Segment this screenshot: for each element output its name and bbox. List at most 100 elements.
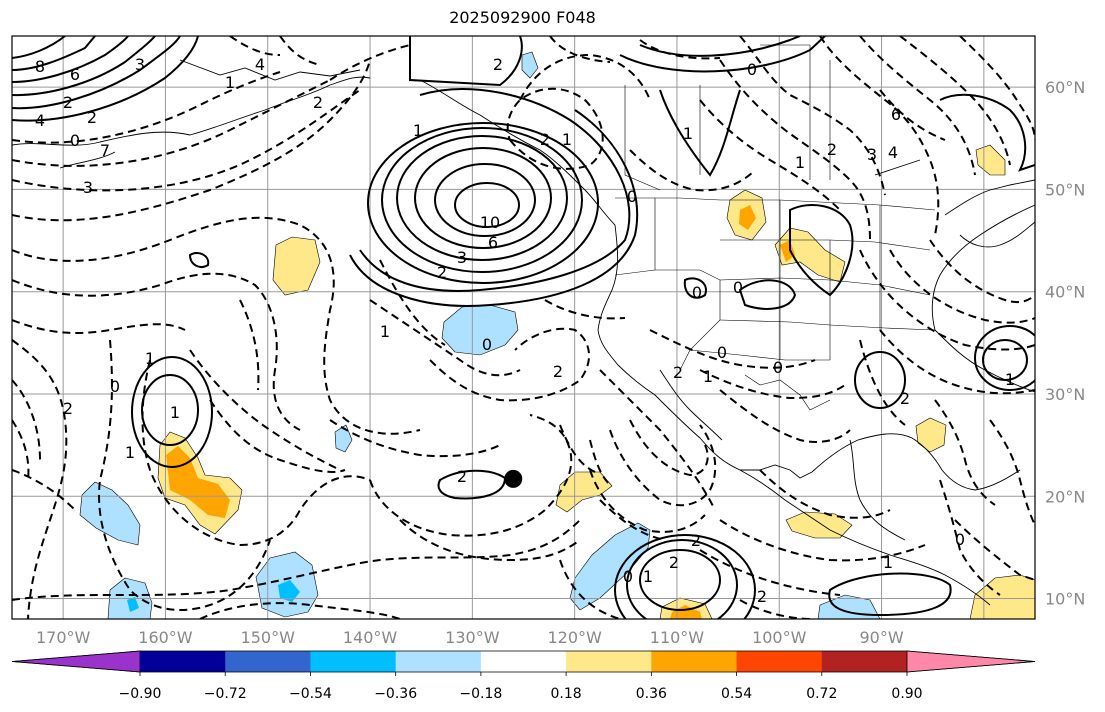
shade-blue [127,597,139,612]
colorbar-tick-label: −0.72 [204,686,247,702]
contour-label: 1 [170,403,180,422]
latitude-label: 20°N [1045,487,1085,506]
contour-label: 0 [717,343,727,362]
longitude-label: 140°W [343,628,398,647]
latitude-label: 10°N [1045,590,1085,609]
shade-orange [166,446,230,518]
longitude-label: 90°W [859,628,903,647]
longitude-label: 170°W [36,628,91,647]
contour-label: 6 [891,105,901,124]
colorbar-tick-label: 0.72 [806,686,837,702]
contour-label: 0 [733,278,743,297]
longitude-label: 100°W [752,628,807,647]
shade-yellow [915,417,947,453]
lat-lon-grid [12,36,1035,619]
contour-label: 1 [225,73,235,92]
contour-label: 4 [255,55,265,74]
contour-label: 0 [955,530,965,549]
shade-blue [569,522,651,611]
contour-label: 1 [795,153,805,172]
contour-label: 1 [380,322,390,341]
contour-label: 2 [691,531,701,550]
shade-orange [780,240,795,262]
contour-label: 0 [623,567,633,586]
contour-label: 4 [888,143,898,162]
colorbar-segment [821,651,908,672]
contour-label: 2 [540,130,550,149]
contour-label: 6 [488,233,498,252]
colorbar-segment [140,651,226,672]
longitude-label: 120°W [547,628,602,647]
colorbar-segment [480,651,567,672]
contour-label: 0 [482,335,492,354]
shaded-anomaly-areas [79,51,1035,619]
colorbar-tick-label: 0.90 [891,686,922,702]
contour-label: 2 [63,399,73,418]
shade-yellow [774,227,846,283]
contour-label: 3 [83,178,93,197]
shade-blue [521,51,539,79]
contour-label: 2 [87,108,97,127]
contour-label: 3 [457,248,467,267]
shade-yellow [272,236,321,296]
contour-label: 4 [35,111,45,130]
contour-label: 0 [70,131,80,150]
shade-yellow [975,144,1006,176]
contour-label: 0 [692,283,702,302]
contour-label: 2 [493,55,503,74]
map-title: 2025092900 F048 [449,8,596,27]
colorbar-tick-label: −0.36 [374,686,417,702]
colorbar [11,650,1036,673]
shade-orange [670,605,702,619]
contour-label: 3 [867,145,877,164]
contour-label: 2 [553,362,563,381]
contour-label: 1 [562,130,572,149]
contour-label: 2 [900,389,910,408]
contour-label: 1 [703,367,713,386]
contour-label: 1 [413,121,423,140]
contour-label: 0 [773,358,783,377]
contour-label: 1 [643,567,653,586]
shade-blue [278,580,300,602]
contour-label: 7 [100,141,110,160]
shade-blue [817,594,881,619]
latitude-label: 40°N [1045,283,1085,302]
colorbar-labels: −0.90 −0.72 −0.54 −0.36 −0.18 0.18 0.36 0.54 0.7… [119,672,923,702]
contour-label: 0 [747,60,757,79]
colorbar-extend-high [906,650,1036,673]
colorbar-extend-low [11,650,141,673]
colorbar-segment [225,651,311,672]
location-marker [504,469,523,488]
colorbar-tick-label: 0.18 [551,686,582,702]
latitude-label: 60°N [1045,78,1085,97]
colorbar-tick-label: −0.90 [119,686,162,702]
contour-label: 1 [683,124,693,143]
colorbar-tick-label: 0.36 [636,686,667,702]
colorbar-segment [736,651,823,672]
contour-label: 2 [63,93,73,112]
longitude-label: 150°W [241,628,296,647]
shade-yellow [969,574,1035,619]
longitude-label: 160°W [138,628,193,647]
contour-label: 2 [673,363,683,382]
state-borders [614,44,936,411]
contour-label: 2 [827,140,837,159]
latitude-labels: 60°N 50°N 40°N 30°N 20°N 10°N [1045,78,1085,608]
colorbar-tick-label: −0.54 [289,686,332,702]
colorbar-tick-label: 0.54 [721,686,752,702]
contour-lines [12,36,1035,619]
contour-label: 2 [757,587,767,606]
contour-label: 1 [145,349,155,368]
contour-label: 3 [135,55,145,74]
contour-label: 0 [627,187,637,206]
latitude-label: 30°N [1045,385,1085,404]
contour-label: 8 [35,57,45,76]
colorbar-segment [395,651,482,672]
shade-yellow [555,471,613,513]
shade-blue [334,424,353,453]
colorbar-segment [566,651,652,672]
contour-label: 1 [883,553,893,572]
colorbar-tick-label: −0.18 [459,686,502,702]
latitude-label: 50°N [1045,180,1085,199]
contour-label: 0 [110,377,120,396]
